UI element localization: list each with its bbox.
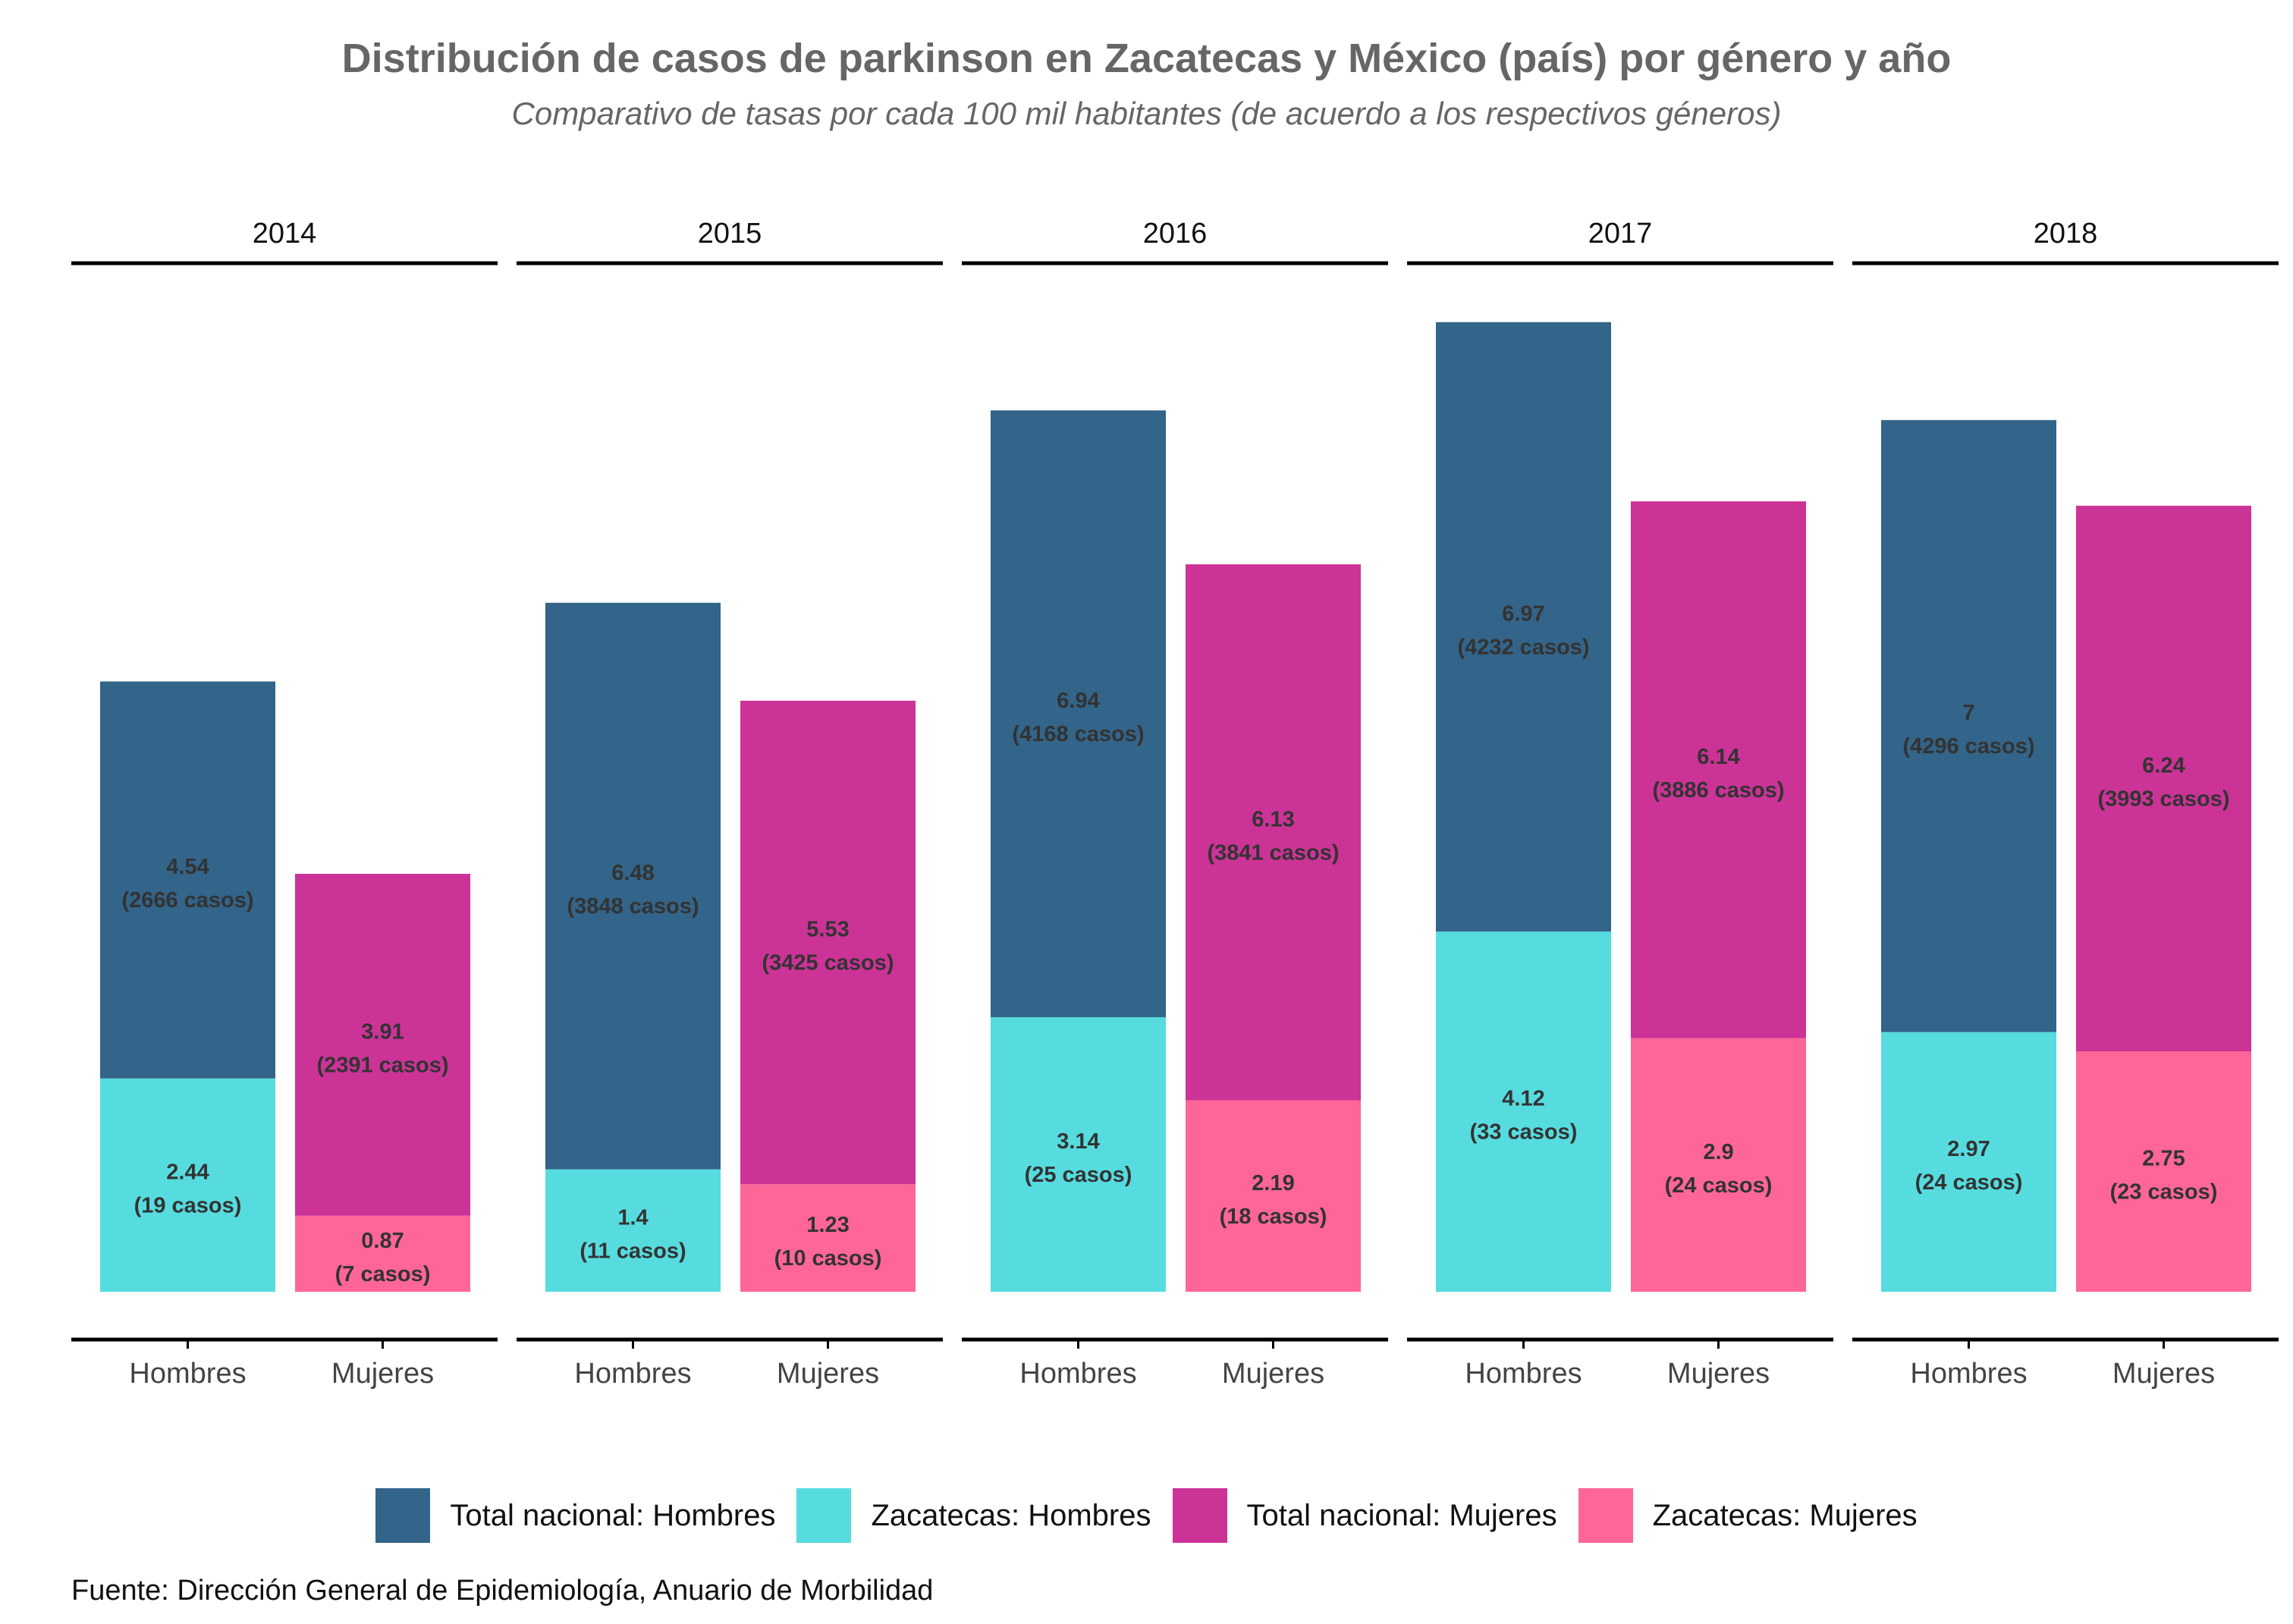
legend-label: Zacatecas: Hombres [871,1498,1151,1532]
data-label-cases: (18 casos) [1220,1205,1327,1229]
legend-swatch [1172,1488,1227,1543]
legend-item-zac-mujeres: Zacatecas: Mujeres [1578,1488,1918,1543]
bar-segment-nac-hombres [1436,322,1611,932]
x-tick-label: Mujeres [1667,1358,1770,1390]
data-label-value: 6.48 [611,861,654,885]
data-label-value: 1.4 [617,1205,648,1230]
legend-label: Zacatecas: Mujeres [1652,1498,1918,1532]
data-label-value: 3.14 [1057,1129,1099,1154]
bar-segment-zac-mujeres [295,1215,470,1292]
bar-segment-nac-hombres [1881,419,2056,1032]
data-label-value: 6.94 [1057,689,1099,713]
x-tick-label: Hombres [1910,1358,2027,1390]
x-tick-label: Mujeres [2112,1358,2215,1390]
legend-swatch [796,1488,852,1543]
data-label-cases: (24 casos) [1665,1173,1773,1198]
bar-segment-nac-hombres [991,410,1166,1018]
chart-subtitle: Comparativo de tasas por cada 100 mil ha… [511,96,1782,131]
facet-strip-label: 2016 [1143,218,1208,250]
data-label-cases: (3841 casos) [1207,840,1339,865]
bar-segment-nac-mujeres [1186,564,1361,1101]
data-label-cases: (33 casos) [1470,1120,1578,1145]
source-caption: Fuente: Dirección General de Epidemiolog… [71,1575,934,1607]
legend-label: Total nacional: Hombres [450,1498,776,1532]
data-label-value: 2.44 [166,1160,209,1184]
x-tick-label: Hombres [1019,1358,1136,1390]
bar-segment-zac-hombres [100,1078,275,1292]
chart-title: Distribución de casos de parkinson en Za… [341,36,1952,81]
data-label-value: 2.97 [1947,1137,1990,1161]
data-label-value: 7 [1962,701,1974,725]
bar-segment-zac-hombres [545,1169,721,1292]
bar-segment-nac-mujeres [740,700,916,1185]
facet-panel-2015: 2015 1.4 (11 casos) 6.48 (3848 casos) Hombres… [517,218,943,1390]
facet-panel-2018: 2018 2.97 (24 casos) 7 (4296 casos) Hombres 2.… [1852,218,2279,1390]
data-label-cases: (11 casos) [580,1239,686,1263]
data-label-cases: (10 casos) [774,1246,882,1271]
x-tick-label: Mujeres [1222,1358,1324,1390]
data-label-value: 5.53 [806,918,849,942]
bar-segment-zac-mujeres [2076,1051,2251,1292]
bar-segment-zac-mujeres [740,1184,916,1292]
bar-segment-zac-mujeres [1186,1100,1361,1292]
facet-strip-label: 2014 [253,218,317,250]
data-label-value: 1.23 [806,1213,849,1237]
bar-segment-zac-hombres [1881,1032,2056,1292]
legend-swatch [1578,1488,1633,1543]
data-label-cases: (2391 casos) [316,1053,448,1077]
x-tick-label: Mujeres [331,1358,434,1390]
data-label-value: 6.97 [1502,602,1544,626]
x-tick-label: Hombres [1465,1358,1582,1390]
data-label-value: 6.14 [1697,745,1739,769]
data-label-cases: (4296 casos) [1902,734,2034,759]
facet-strip-label: 2018 [2034,218,2098,250]
legend-item-nac-mujeres: Total nacional: Mujeres [1172,1488,1557,1543]
data-label-value: 6.24 [2142,753,2185,777]
data-label-cases: (23 casos) [2110,1180,2218,1205]
data-label-cases: (4232 casos) [1457,635,1589,659]
x-tick-label: Hombres [574,1358,691,1390]
legend-swatch [375,1488,431,1543]
data-label-value: 2.75 [2142,1147,2185,1171]
legend-label: Total nacional: Mujeres [1246,1498,1557,1532]
facet-strip-label: 2017 [1588,218,1653,250]
data-label-value: 2.19 [1252,1171,1294,1195]
bar-segment-nac-hombres [100,681,275,1079]
faceted-stacked-bar-chart: 2014 2.44 (19 casos) 4.54 (2666 casos) Hombre… [71,218,2279,1390]
legend-item-nac-hombres: Total nacional: Hombres [375,1488,775,1543]
data-label-cases: (3886 casos) [1652,778,1784,803]
bar-segment-nac-hombres [545,602,721,1170]
data-label-value: 3.91 [361,1019,404,1044]
facet-panel-2014: 2014 2.44 (19 casos) 4.54 (2666 casos) Hombre… [71,218,498,1390]
bar-segment-nac-mujeres [295,874,470,1216]
legend-item-zac-hombres: Zacatecas: Hombres [796,1488,1151,1543]
x-tick-label: Hombres [129,1358,246,1390]
data-label-cases: (4168 casos) [1012,722,1144,746]
facet-strip-label: 2015 [698,218,762,250]
data-label-value: 2.9 [1703,1140,1733,1164]
data-label-cases: (25 casos) [1025,1163,1132,1187]
data-label-cases: (3993 casos) [2097,787,2229,811]
legend: Total nacional: Hombres Zacatecas: Hombre… [0,1488,2293,1543]
data-label-value: 4.12 [1502,1087,1544,1111]
data-label-cases: (19 casos) [134,1193,242,1217]
facet-panel-2017: 2017 4.12 (33 casos) 6.97 (4232 casos) Hombre… [1407,218,1833,1390]
data-label-value: 6.13 [1252,807,1294,831]
data-label-cases: (3848 casos) [567,894,699,919]
data-label-value: 0.87 [361,1229,404,1253]
bar-segment-nac-mujeres [2076,505,2251,1052]
data-label-cases: (2666 casos) [121,888,253,913]
data-label-value: 4.54 [166,855,209,879]
bar-segment-nac-mujeres [1631,501,1806,1038]
bar-segment-zac-hombres [991,1017,1166,1292]
data-label-cases: (24 casos) [1915,1170,2023,1195]
bar-segment-zac-mujeres [1631,1038,1806,1292]
x-tick-label: Mujeres [777,1358,879,1390]
data-label-cases: (7 casos) [335,1262,431,1286]
facet-panel-2016: 2016 3.14 (25 casos) 6.94 (4168 casos) Hombre… [962,218,1388,1390]
data-label-cases: (3425 casos) [762,951,894,975]
bar-segment-zac-hombres [1436,931,1611,1292]
